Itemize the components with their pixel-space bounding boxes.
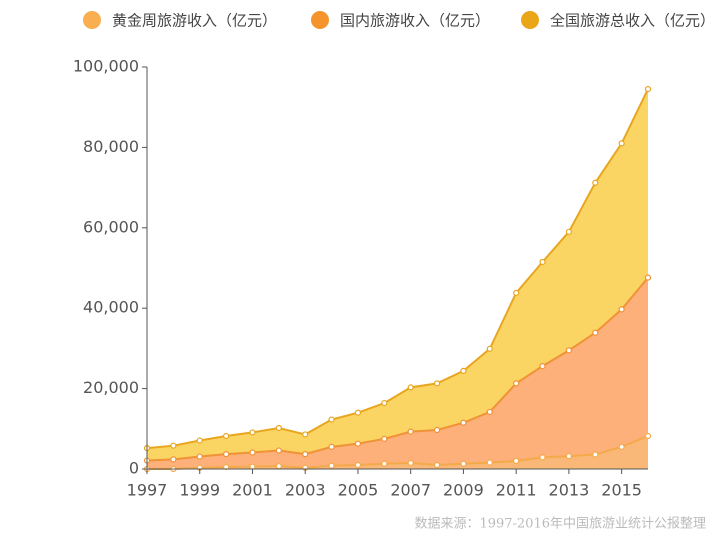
- data-point: [249, 463, 256, 470]
- series-line: [146, 88, 649, 450]
- x-tick-label: 1997: [127, 481, 168, 500]
- x-tick-label: 2001: [232, 481, 273, 500]
- series-line: [147, 435, 649, 470]
- data-point: [460, 460, 467, 467]
- legend-label: 国内旅游收入（亿元）: [340, 12, 490, 30]
- data-point: [486, 459, 493, 466]
- data-point: [328, 443, 335, 450]
- x-tick-label: 2007: [390, 481, 431, 500]
- data-point: [644, 86, 652, 93]
- data-point: [433, 461, 441, 469]
- x-tick-label: 2005: [338, 481, 379, 500]
- data-point: [565, 228, 572, 235]
- area: [147, 277, 648, 469]
- data-point: [618, 140, 625, 147]
- data-point: [407, 428, 414, 435]
- data-point: [328, 416, 335, 423]
- x-tick-label: 2013: [549, 481, 590, 500]
- data-point: [196, 453, 203, 460]
- data-point: [618, 306, 625, 313]
- data-point: [592, 179, 599, 186]
- data-point: [460, 419, 467, 426]
- data-point: [249, 449, 256, 456]
- data-point: [302, 451, 309, 458]
- data-point: [539, 362, 546, 370]
- data-point: [460, 367, 467, 375]
- x-tick-label: 2011: [496, 481, 537, 500]
- data-point: [381, 460, 388, 467]
- source-note: 数据来源：1997-2016年中国旅游业统计公报整理: [414, 517, 706, 532]
- legend-marker: [83, 11, 101, 29]
- legend-label: 全国旅游总收入（亿元）: [550, 12, 715, 30]
- data-point: [354, 440, 362, 447]
- data-point: [407, 384, 414, 391]
- data-point: [223, 451, 230, 458]
- data-point: [513, 457, 520, 465]
- legend-marker: [311, 11, 329, 29]
- y-tick-label: 20,000: [83, 378, 139, 397]
- data-point: [433, 380, 441, 387]
- data-point: [354, 409, 362, 416]
- data-point: [565, 347, 572, 354]
- x-tick-label: 2015: [601, 481, 642, 500]
- data-point: [644, 274, 652, 281]
- data-point: [328, 462, 335, 469]
- data-point: [275, 424, 282, 432]
- data-point: [275, 447, 282, 454]
- x-tick-label: 2003: [285, 481, 326, 500]
- data-point: [196, 437, 203, 444]
- y-tick-label: 100,000: [73, 57, 139, 76]
- series-line: [146, 277, 649, 462]
- data-point: [407, 459, 414, 467]
- data-point: [539, 258, 546, 266]
- legend-marker: [521, 11, 539, 29]
- y-tick-label: 40,000: [83, 298, 139, 317]
- data-point: [275, 463, 282, 470]
- x-tick-label: 2009: [443, 481, 484, 500]
- data-point: [170, 442, 177, 449]
- y-tick-label: 80,000: [83, 137, 139, 156]
- data-point: [354, 461, 362, 469]
- data-point: [592, 329, 599, 336]
- data-point: [539, 454, 546, 461]
- data-point: [513, 380, 520, 387]
- data-point: [644, 432, 652, 440]
- data-point: [565, 453, 572, 460]
- data-point: [486, 408, 493, 416]
- data-point: [249, 429, 256, 436]
- area: [147, 89, 648, 461]
- x-tick-label: 1999: [179, 481, 220, 500]
- data-point: [513, 289, 520, 297]
- data-point: [381, 435, 388, 442]
- data-point: [170, 456, 177, 463]
- data-point: [381, 399, 388, 407]
- data-point: [486, 345, 493, 352]
- y-tick-label: 60,000: [83, 217, 139, 236]
- data-point: [433, 426, 441, 434]
- data-point: [618, 443, 625, 450]
- data-point: [302, 431, 309, 438]
- data-point: [223, 432, 230, 440]
- data-point: [592, 451, 599, 458]
- y-tick-label: 0: [129, 459, 139, 478]
- legend-label: 黄金周旅游收入（亿元）: [112, 12, 277, 30]
